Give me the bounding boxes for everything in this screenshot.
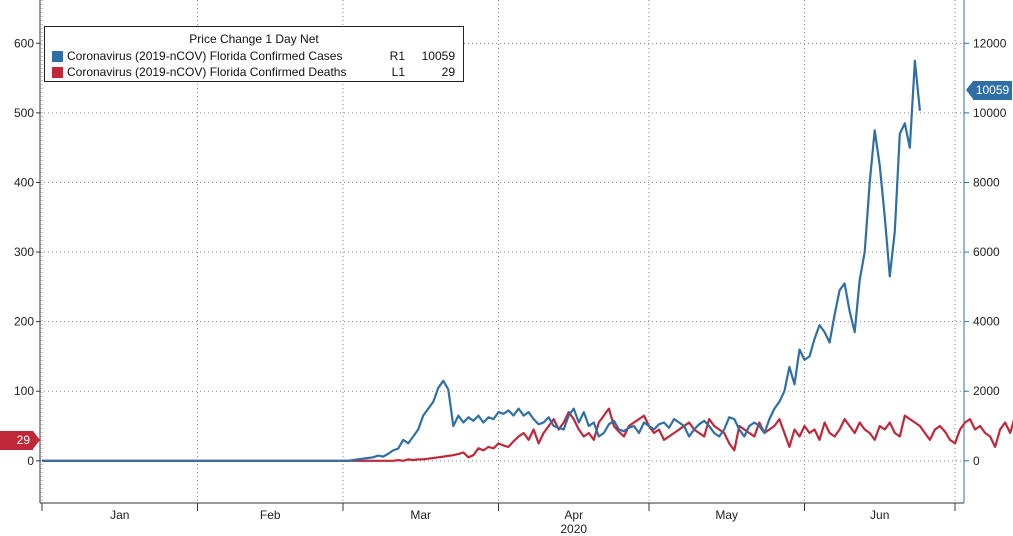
cases-badge-pointer: [966, 81, 973, 99]
right-axis-ticks: 0 2000 4000 6000 8000 10000 12000: [964, 36, 1007, 468]
legend-value-deaths: 29: [441, 65, 455, 79]
legend-label-deaths: Coronavirus (2019-nCOV) Florida Confirme…: [67, 65, 347, 79]
right-axis-tick-label: 10000: [973, 106, 1007, 120]
axes: [39, 0, 965, 504]
legend-swatch-cases: [52, 50, 63, 62]
right-axis-tick-label: 6000: [973, 245, 1000, 259]
left-axis-tick-label: 300: [14, 245, 34, 259]
legend-axis-deaths: L1: [391, 65, 405, 79]
x-axis-tick-label: Mar: [410, 508, 431, 522]
left-axis-tick-label: 100: [14, 384, 34, 398]
x-axis-ticks: Jan Feb Mar Apr May Jun: [41, 503, 956, 522]
right-axis-tick-label: 12000: [973, 36, 1007, 50]
right-axis-tick-label: 8000: [973, 175, 1000, 189]
legend-axis-cases: R1: [389, 49, 405, 63]
left-axis-tick-label: 500: [14, 106, 34, 120]
deaths-badge-value: 29: [0, 431, 33, 450]
right-axis-tick-label: 2000: [973, 384, 1000, 398]
series-lines: [42, 59, 1013, 462]
x-axis-tick-label: Jan: [110, 508, 129, 522]
left-axis-tick-label: 0: [27, 454, 34, 468]
x-axis-year-label: 2020: [560, 522, 587, 536]
left-axis-tick-label: 200: [14, 315, 34, 329]
x-axis-tick-label: Feb: [260, 508, 281, 522]
cases-badge-value: 10059: [973, 81, 1012, 100]
chart-legend: Price Change 1 Day Net Coronavirus (2019…: [44, 26, 464, 82]
left-axis-tick-label: 400: [14, 175, 34, 189]
deaths-badge-pointer: [33, 431, 40, 449]
right-axis-tick-label: 0: [973, 454, 980, 468]
chart-title: Price Change 1 Day Net: [189, 32, 319, 46]
cases-series-line: [42, 59, 921, 462]
x-axis-tick-label: Apr: [564, 508, 583, 522]
right-axis-tick-label: 4000: [973, 315, 1000, 329]
legend-value-cases: 10059: [421, 49, 455, 63]
x-axis-tick-label: May: [715, 508, 738, 522]
left-axis-ticks: 0 100 200 300 400 500 600: [14, 36, 40, 468]
legend-entry-cases: Coronavirus (2019-nCOV) Florida Confirme…: [52, 48, 455, 64]
deaths-series-line: [42, 407, 1013, 462]
deaths-last-value-badge: 29: [0, 431, 40, 450]
legend-entry-deaths: Coronavirus (2019-nCOV) Florida Confirme…: [52, 64, 455, 80]
legend-label-cases: Coronavirus (2019-nCOV) Florida Confirme…: [67, 49, 343, 63]
cases-last-value-badge: 10059: [966, 81, 1012, 100]
x-axis-tick-label: Jun: [870, 508, 889, 522]
legend-swatch-deaths: [52, 66, 63, 78]
left-axis-tick-label: 600: [14, 36, 34, 50]
